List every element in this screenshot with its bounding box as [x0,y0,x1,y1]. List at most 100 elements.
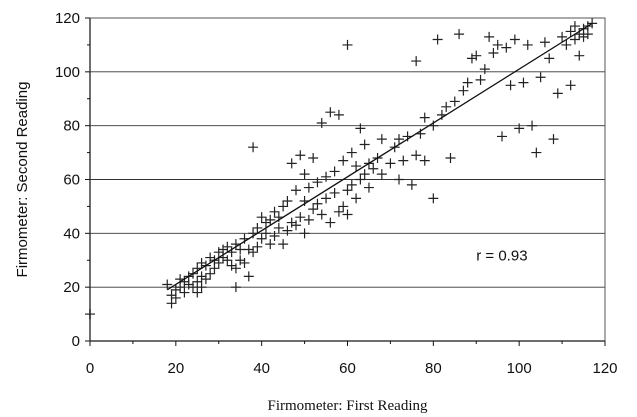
data-points [85,18,598,320]
data-point [363,182,374,193]
data-point [230,282,241,293]
data-point [286,158,297,169]
data-point [269,206,280,217]
data-point [475,74,486,85]
data-point [248,247,259,258]
data-point [243,244,254,255]
data-point [587,18,598,29]
data-point [205,268,216,279]
y-tick-label: 100 [55,64,80,81]
data-point [243,271,254,282]
data-point [282,225,293,236]
data-point [282,196,293,207]
data-point [312,198,323,209]
data-point [535,72,546,83]
data-point [492,39,503,50]
data-point [170,284,181,295]
data-point [376,134,387,145]
data-point [222,255,233,266]
y-tick-label: 80 [63,118,80,135]
x-tick-label: 100 [507,360,532,377]
data-point [196,282,207,293]
data-point [518,77,529,88]
data-point [454,29,465,40]
data-point [411,56,422,67]
data-point [582,29,593,40]
data-point [286,217,297,228]
data-point [192,287,203,298]
data-point [471,50,482,61]
x-tick-label: 40 [253,360,270,377]
data-point [574,50,585,61]
data-point [85,309,95,320]
x-tick-label: 80 [425,360,442,377]
data-point [351,161,362,172]
x-tick-labels: 0 20 40 60 80 100 120 [86,341,618,377]
data-point [205,252,216,263]
data-point [200,274,211,285]
y-tick-labels: 0 20 40 60 80 100 120 [55,10,90,350]
data-point [338,155,349,166]
y-tick-label: 40 [63,225,80,242]
data-point [252,222,263,233]
data-point [226,260,237,271]
data-point [569,21,580,32]
data-point [346,147,357,158]
data-point [278,201,289,212]
data-point [539,37,550,48]
data-point [312,177,323,188]
data-point [325,107,336,118]
data-point [441,101,452,112]
data-point [419,155,430,166]
data-point [557,31,568,42]
x-tick-label: 0 [86,360,94,377]
data-point [342,185,353,196]
data-point [509,34,520,45]
data-point [196,257,207,268]
data-point [432,34,443,45]
data-point [385,158,396,169]
data-point [527,120,538,131]
x-tick-label: 60 [339,360,356,377]
data-point [501,42,512,53]
data-point [505,80,516,91]
data-point [449,96,460,107]
data-point [368,163,379,174]
data-point [522,39,533,50]
data-point [316,209,327,220]
data-point [179,287,190,298]
data-point [265,239,276,250]
data-point [329,166,340,177]
data-point [278,239,289,250]
data-point [351,193,362,204]
data-point [531,147,542,158]
data-point [333,206,344,217]
data-point [260,228,271,239]
data-point [162,279,173,290]
data-point [329,187,340,198]
data-point [235,244,246,255]
data-point [196,271,207,282]
data-point [230,263,241,274]
data-point [342,39,353,50]
data-point [419,112,430,123]
data-point [303,214,314,225]
data-point [514,123,525,134]
data-point [256,233,267,244]
data-point [578,31,589,42]
gridlines [90,71,605,288]
data-point [291,220,301,231]
data-point [488,47,499,58]
data-point [295,212,306,223]
data-point [303,182,314,193]
x-tick-label: 120 [592,360,617,377]
data-point [462,77,473,88]
data-point [192,276,203,287]
data-point [355,174,366,185]
data-point [273,222,284,233]
y-tick-label: 120 [55,10,80,27]
data-point [376,169,387,180]
data-point [222,241,233,252]
data-point [569,34,580,45]
